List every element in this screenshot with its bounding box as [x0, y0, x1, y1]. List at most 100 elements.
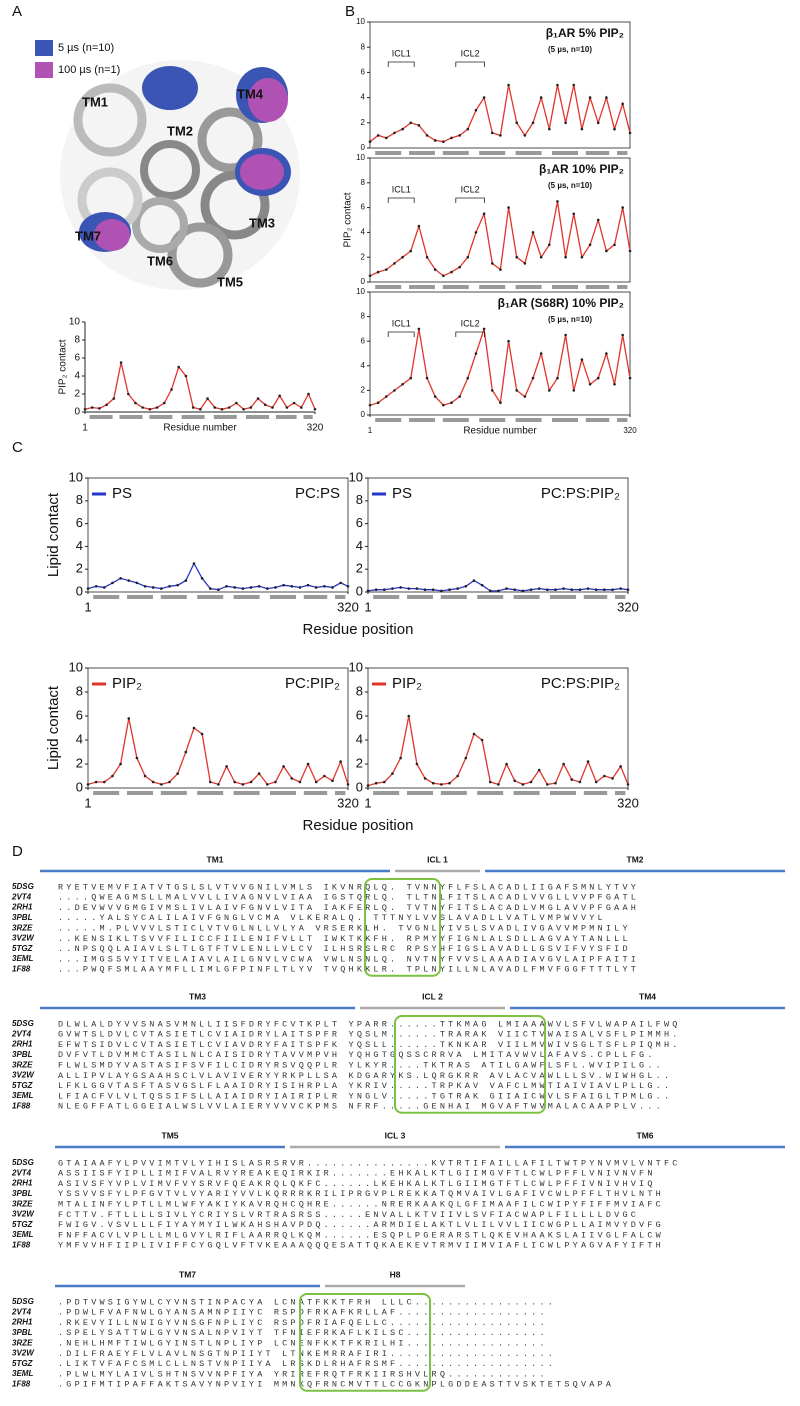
sequence-id: 1F88 [12, 1102, 31, 1111]
tm-bar [583, 791, 608, 795]
tm-bar [513, 595, 540, 599]
data-point [442, 403, 445, 407]
annotation: ICL2 [461, 318, 480, 328]
tm-bar [440, 791, 467, 795]
legend-label: PS [112, 485, 132, 502]
data-line [369, 84, 631, 143]
data-point [385, 395, 388, 398]
data-point [431, 781, 435, 785]
data-point [217, 588, 220, 592]
x-tick-label: 1 [84, 795, 91, 810]
data-point [393, 262, 396, 265]
data-point [458, 134, 461, 137]
data-point [537, 768, 541, 772]
data-point [480, 583, 484, 587]
structure-render [60, 60, 300, 290]
tm-bar [550, 595, 576, 599]
data-point [442, 140, 445, 143]
data-point [605, 249, 608, 253]
x-tick-label: 1 [364, 599, 371, 614]
y-tick-label: 0 [356, 583, 363, 598]
data-point [531, 376, 535, 380]
y-tick-label: 6 [356, 707, 363, 722]
data-point [586, 760, 590, 763]
tm-bar [479, 151, 506, 155]
data-point [521, 783, 525, 786]
data-point [368, 274, 372, 278]
data-point [628, 249, 632, 253]
data-point [298, 586, 302, 589]
data-point [249, 406, 253, 409]
panel-condition: PC:PS:PIP₂ [541, 485, 620, 502]
data-point [257, 585, 261, 588]
tm-bar [160, 791, 187, 795]
y-tick-label: 10 [349, 659, 363, 674]
data-point [241, 587, 245, 590]
region-label: TM3 [189, 991, 206, 1001]
data-point [141, 406, 144, 409]
y-tick-label: 4 [361, 93, 366, 102]
tm-bar [617, 151, 628, 155]
data-point [366, 784, 370, 787]
data-point [507, 339, 510, 343]
data-point [217, 783, 220, 786]
data-point [191, 406, 195, 409]
sequence: LFKLGGVTASFTASVGSLFLAAIDRYISIHRPLA YKRIV… [58, 1081, 672, 1091]
data-point [192, 726, 196, 730]
data-point [466, 255, 470, 259]
data-point [103, 780, 106, 784]
data-point [368, 140, 372, 143]
sequence-id: 5TGZ [12, 1359, 34, 1368]
legend-swatch [35, 62, 53, 78]
data-point [572, 83, 576, 87]
data-point [112, 397, 116, 400]
data-point [515, 255, 519, 259]
sequence: EFWTSIDVLCVTASIETLCVIAVDRYFAITSPFK YQSLL… [58, 1040, 681, 1050]
data-point [578, 780, 582, 784]
sequence: ALLIPVLAYGSAAHSCLVLAVIVERYYRKPLLSA KDGAR… [58, 1071, 672, 1081]
sequence-id: 3PBL [12, 1328, 33, 1337]
data-point [119, 762, 122, 766]
y-tick-label: 10 [69, 317, 81, 328]
y-tick-label: 8 [361, 42, 366, 51]
data-point [456, 587, 459, 590]
tm-bar [409, 285, 435, 289]
data-point [256, 397, 260, 400]
sequence: FLWLSMDYVASTASIFSVFILCIDRYRSVQQPLR YLKYR… [58, 1060, 664, 1070]
data-point [177, 365, 181, 369]
data-point [564, 121, 567, 125]
y-tick-label: 10 [349, 469, 363, 484]
y-tick-label: 4 [356, 731, 363, 746]
sequence: .RKEVYILLNWIGYVNSGFNPLIYC RSPDFRIAFQELLC… [58, 1318, 548, 1328]
y-tick-label: 8 [76, 492, 83, 507]
y-tick-label: 6 [361, 68, 366, 77]
tm-bar [440, 595, 467, 599]
data-point [564, 333, 567, 337]
panel-label: A [12, 3, 22, 20]
data-point [603, 588, 606, 592]
y-tick-label: 0 [76, 583, 83, 598]
data-point [423, 777, 427, 780]
data-point [257, 772, 261, 775]
region-label: TM6 [637, 1130, 654, 1140]
data-point [266, 783, 269, 786]
data-point [383, 780, 386, 784]
helix-label: TM6 [147, 253, 173, 268]
data-point [170, 388, 173, 391]
sequence-id: 5TGZ [12, 1220, 34, 1229]
sequence: ....QWEAGMSLLMALVVLLIVAGNVLVIAA IGSTQRLQ… [58, 893, 639, 903]
data-point [111, 581, 114, 585]
x-tick-label: 320 [337, 795, 359, 810]
y-tick-label: 0 [361, 410, 366, 419]
data-point [374, 588, 378, 592]
data-point [163, 401, 166, 405]
y-tick-label: 4 [76, 538, 83, 553]
tm-bar [515, 418, 542, 422]
tm-bar [442, 418, 469, 422]
data-point [490, 262, 494, 265]
sequence-id: 3PBL [12, 913, 33, 922]
x-tick-label: 320 [617, 599, 639, 614]
tm-bar [617, 285, 628, 289]
panel-condition: PC:PS [295, 485, 340, 502]
tm-bar [375, 285, 402, 289]
